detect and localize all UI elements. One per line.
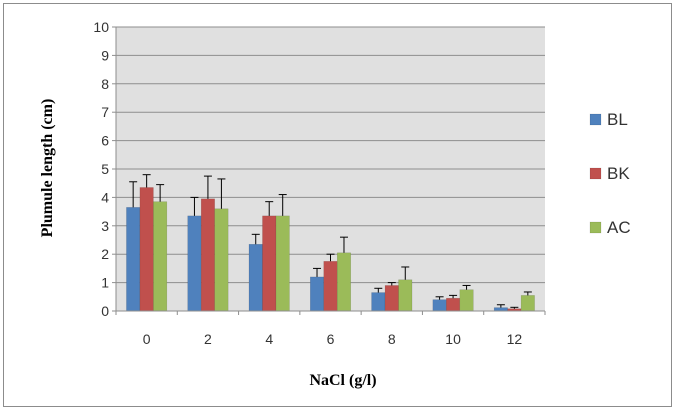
bar-bk xyxy=(446,297,461,312)
legend-label-bk: BK xyxy=(607,164,630,183)
bar-bl xyxy=(248,244,263,312)
y-axis-title: Plumule length (cm) xyxy=(39,99,56,238)
y-tick-label: 4 xyxy=(101,189,109,205)
bar-ac xyxy=(398,279,413,312)
x-tick-label: 0 xyxy=(143,331,151,347)
x-tick-label: 4 xyxy=(265,331,273,347)
x-tick-label: 8 xyxy=(388,331,396,347)
y-tick-labels: 0 1 2 3 4 5 6 7 8 9 10 xyxy=(93,19,109,319)
bar-bl xyxy=(432,299,447,312)
x-tick-label: 12 xyxy=(507,331,523,347)
bar-ac xyxy=(214,208,229,312)
bar-ac xyxy=(275,215,290,312)
y-tick-label: 3 xyxy=(101,218,109,234)
legend-swatch-bl xyxy=(589,113,602,126)
axes-group xyxy=(112,26,546,315)
x-tick-label: 10 xyxy=(445,331,461,347)
x-tick-label: 6 xyxy=(327,331,335,347)
y-tick-label: 5 xyxy=(101,161,109,177)
bar-bk xyxy=(384,285,399,312)
y-tick-label: 9 xyxy=(101,47,109,63)
bar-bk xyxy=(323,261,338,312)
error-bars-group xyxy=(129,174,532,309)
bar-bk xyxy=(139,187,154,312)
y-tick-label: 6 xyxy=(101,133,109,149)
y-tick-label: 0 xyxy=(101,303,109,319)
bar-bl xyxy=(187,215,202,312)
legend: BL BK AC xyxy=(589,110,631,237)
bar-ac xyxy=(336,252,351,312)
bar-bk xyxy=(262,215,277,312)
bar-bk xyxy=(200,198,215,312)
bar-ac xyxy=(459,289,474,312)
y-tick-label: 10 xyxy=(93,19,109,35)
legend-swatch-ac xyxy=(589,221,602,234)
x-axis-title: NaCl (g/l) xyxy=(309,372,376,389)
legend-label-ac: AC xyxy=(607,218,631,237)
bar-bl xyxy=(310,276,325,312)
bar-bl xyxy=(371,292,386,312)
bar-ac xyxy=(153,201,168,312)
legend-swatch-bk xyxy=(589,167,602,180)
gridlines xyxy=(116,26,545,284)
y-tick-label: 2 xyxy=(101,246,109,262)
legend-label-bl: BL xyxy=(607,110,628,129)
x-tick-label: 2 xyxy=(204,331,212,347)
bar-bl xyxy=(126,207,141,312)
bar-bl xyxy=(493,307,508,312)
bar-ac xyxy=(520,295,535,312)
x-tick-labels: 0 2 4 6 8 10 12 xyxy=(143,331,523,347)
y-tick-label: 7 xyxy=(101,104,109,120)
y-tick-label: 8 xyxy=(101,76,109,92)
y-tick-label: 1 xyxy=(101,275,109,291)
